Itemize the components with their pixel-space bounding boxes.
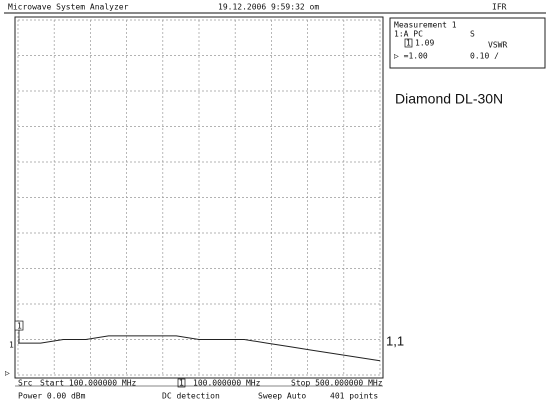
- footer-marker-box: [177, 378, 186, 388]
- readout-reference: ▷ =1.00: [394, 52, 428, 61]
- footer-start: Start 100.000000 MHz: [40, 379, 137, 388]
- header-brand: IFR: [492, 3, 507, 12]
- readout-format: VSWR: [488, 41, 507, 50]
- readout-marker-box: [404, 38, 413, 48]
- footer-stop: Stop 500.000000 MHz: [291, 379, 383, 388]
- footer-detection: DC detection: [162, 392, 220, 401]
- footer-sweep: Sweep Auto: [258, 392, 306, 401]
- plot-frame: [14, 16, 384, 379]
- readout-channel: 1:A PC: [394, 30, 423, 39]
- header-title: Microwave System Analyzer: [8, 3, 129, 12]
- footer-power: Power 0.00 dBm: [18, 392, 86, 401]
- readout-measurement: Measurement 1: [394, 21, 457, 30]
- header-datetime: 19.12.2006 9:59:32 om: [218, 3, 319, 12]
- readout-marker-value: 1.09: [415, 39, 434, 48]
- trace: [18, 335, 381, 362]
- annotation: Diamond DL-30N: [395, 91, 503, 107]
- readout-param: S: [470, 30, 475, 39]
- readout-scale: 0.10 /: [470, 52, 499, 61]
- readout-box: [389, 17, 546, 69]
- readout-marker: 1: [406, 39, 411, 48]
- marker-label: 1: [17, 322, 22, 331]
- footer-points: 401 points: [330, 392, 378, 401]
- reference-arrow: ▷: [5, 369, 10, 378]
- plot: 11: [9, 19, 381, 376]
- trace-note: 1,1: [386, 333, 404, 348]
- reference-label: 1: [9, 341, 14, 350]
- footer-marker-freq: 100.000000 MHz: [193, 379, 261, 388]
- footer-marker: 1: [179, 379, 184, 388]
- footer-src: Src: [18, 379, 33, 388]
